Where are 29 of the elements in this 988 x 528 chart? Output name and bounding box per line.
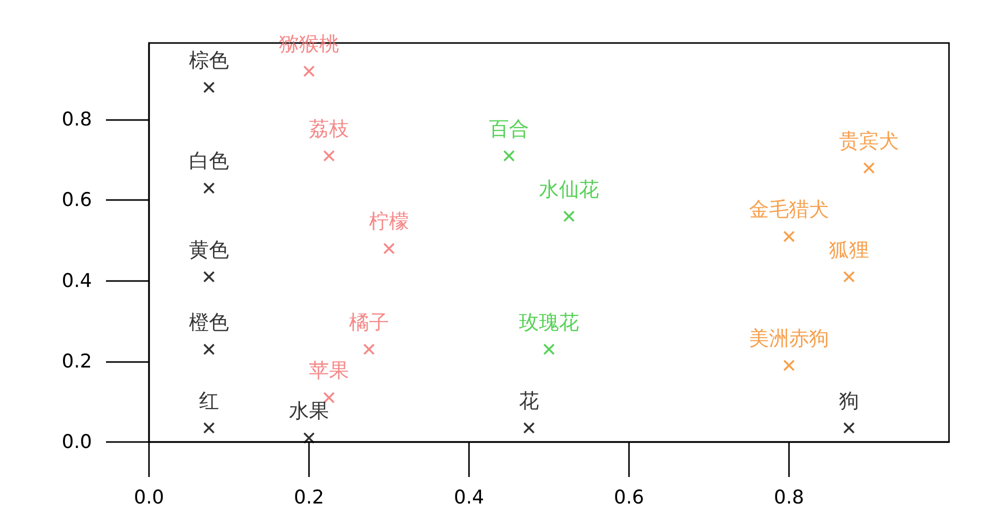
- data-label: 贵宾犬: [839, 128, 899, 152]
- data-label: 荔枝: [309, 116, 349, 140]
- data-label: 玫瑰花: [519, 310, 579, 334]
- data-label: 金毛猎犬: [749, 196, 829, 221]
- data-label: 狗: [839, 388, 859, 412]
- y-tick-label: 0.4: [62, 270, 92, 292]
- x-tick-label: 0.4: [454, 486, 484, 508]
- x-tick-label: 0.8: [774, 486, 804, 508]
- data-label: 柠檬: [369, 209, 409, 234]
- data-label: 狐狸: [829, 237, 869, 262]
- data-label: 黄色: [189, 237, 229, 262]
- data-label: 花: [519, 388, 539, 412]
- data-label: 百合: [489, 116, 529, 140]
- data-label: 棕色: [189, 48, 229, 72]
- data-label: 水仙花: [539, 176, 599, 201]
- data-label: 美洲赤狗: [749, 326, 829, 350]
- data-label: 红: [199, 388, 219, 412]
- y-tick-label: 0.8: [62, 108, 92, 131]
- y-tick-label: 0.6: [62, 189, 92, 212]
- y-tick-label: 0.0: [62, 431, 92, 453]
- x-tick-label: 0.0: [134, 486, 164, 508]
- data-label: 苹果: [309, 358, 349, 382]
- data-label: 水果: [289, 398, 329, 422]
- data-label: 橘子: [349, 310, 389, 334]
- x-tick-label: 0.6: [614, 486, 644, 508]
- x-tick-label: 0.2: [294, 486, 324, 508]
- data-label: 白色: [189, 148, 229, 173]
- data-label: 橙色: [189, 310, 229, 334]
- y-tick-label: 0.2: [62, 350, 92, 372]
